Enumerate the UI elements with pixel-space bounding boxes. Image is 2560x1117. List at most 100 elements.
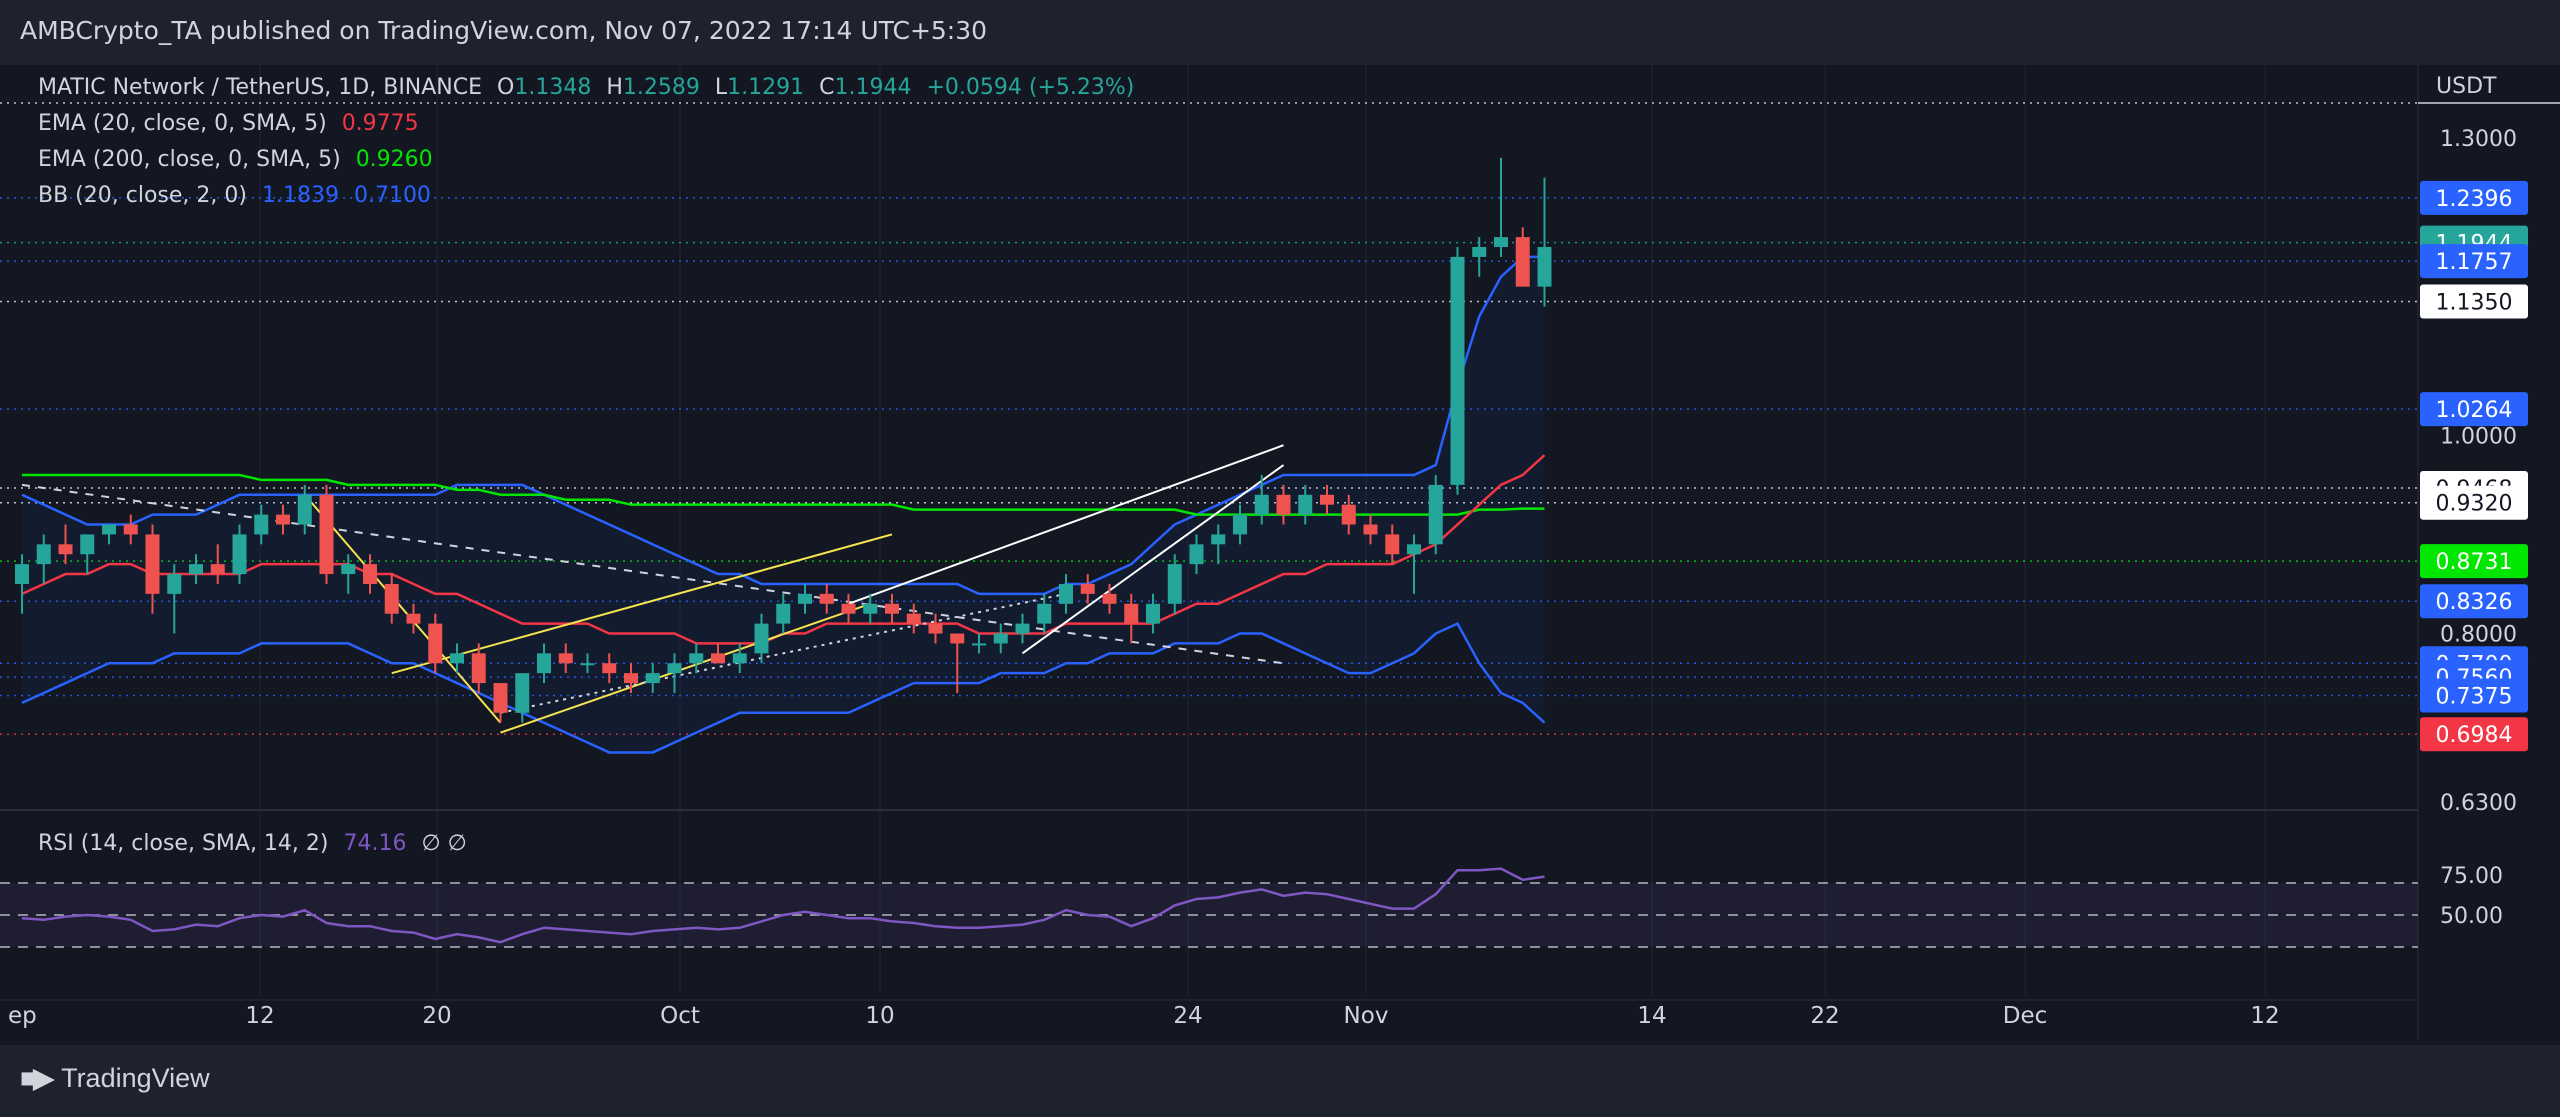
low-value: 1.1291 [727, 75, 805, 100]
candle-body [493, 683, 508, 713]
candle-body [276, 514, 290, 525]
candle-body [1254, 494, 1269, 515]
price-label-text: 1.1757 [2436, 250, 2513, 275]
candle-body [450, 653, 464, 664]
price-axis: USDT1.30001.00000.80000.63001.23961.1944… [2418, 74, 2560, 816]
price-label-text: 0.6984 [2436, 723, 2513, 748]
candle-body [1320, 494, 1334, 505]
axis-unit-label: USDT [2436, 74, 2497, 99]
candle-body [1407, 544, 1421, 555]
candle-body [624, 673, 638, 684]
candle-body [1124, 603, 1139, 624]
publisher-caption: AMBCrypto_TA published on TradingView.co… [20, 16, 988, 45]
ema200-legend: EMA (200, close, 0, SMA, 5) 0.9260 [38, 147, 441, 172]
candle-body [167, 574, 182, 594]
candle-body [341, 564, 356, 575]
symbol-title: MATIC Network / TetherUS, 1D, BINANCE [38, 75, 483, 100]
candle-body [15, 564, 29, 584]
candle-body [798, 593, 812, 604]
candle-body [1059, 583, 1073, 604]
rsi-value: 74.16 [343, 831, 407, 856]
time-axis: ep 12 20 Oct 10 24 Nov 14 22 Dec 12 [0, 999, 2418, 1029]
time-tick-label: 20 [422, 1003, 451, 1029]
candle-body [232, 534, 247, 575]
candle-body [906, 613, 921, 624]
candle-body [558, 653, 573, 664]
dotted-support-line [500, 592, 1067, 714]
price-label-text: 1.2396 [2436, 187, 2513, 212]
tradingview-logo[interactable]: ■▶ TradingView [20, 1063, 210, 1094]
time-tick-label: Nov [1344, 1003, 1389, 1029]
price-tick-label: 1.0000 [2440, 424, 2517, 449]
price-label-text: 0.7375 [2436, 684, 2513, 709]
candle-body [863, 603, 878, 614]
rsi-tick-label: 75.00 [2440, 864, 2503, 889]
candle-body [732, 653, 747, 664]
rsi-pane: 75.00 50.00 [0, 864, 2503, 948]
open-value: 1.1348 [514, 75, 592, 100]
candle-body [776, 603, 791, 624]
bb-fill [22, 256, 1545, 753]
candle-body [471, 653, 486, 684]
candle-body [537, 653, 551, 674]
yellow-channel-lower [500, 602, 871, 734]
candle-body [950, 633, 965, 644]
candle-body [515, 673, 530, 713]
price-label-box [2420, 717, 2528, 752]
candle-body [819, 593, 834, 604]
candle-body [580, 663, 595, 666]
price-label-box [2420, 244, 2528, 279]
time-tick-label: 22 [1810, 1003, 1839, 1029]
candle-body [384, 583, 399, 614]
candle-body [885, 603, 899, 614]
candle-body [1298, 494, 1313, 515]
candle-body [102, 524, 116, 535]
candle-body [1385, 534, 1400, 555]
candle-body [711, 653, 725, 664]
candle-body [428, 623, 443, 664]
candle-body [406, 613, 421, 624]
time-tick-label: 10 [865, 1003, 894, 1029]
symbol-legend: MATIC Network / TetherUS, 1D, BINANCE O1… [38, 75, 1142, 100]
candle-body [1537, 247, 1552, 287]
bb-lower-value: 0.7100 [353, 183, 431, 208]
candle-body [1167, 564, 1182, 604]
descending-trendline [21, 483, 1284, 665]
price-label-text: 0.8326 [2436, 590, 2513, 615]
yellow-drop-line [303, 494, 502, 724]
price-label-text: 1.1350 [2436, 291, 2513, 316]
time-tick-label: 12 [2250, 1003, 2279, 1029]
bb-label: BB (20, close, 2, 0) [38, 183, 247, 208]
chart-panel[interactable]: 75.00 50.00 USDT 1.3000 1.0000 0.8000 0.6300 1… [0, 65, 2560, 1045]
price-label-box [2420, 584, 2528, 619]
candle-body [123, 524, 138, 535]
candle-body [1211, 534, 1226, 545]
candle-body [1102, 593, 1117, 604]
bb-legend: BB (20, close, 2, 0) 1.1839 0.7100 [38, 183, 439, 208]
price-label-box [2420, 678, 2528, 713]
candle-body [254, 514, 269, 535]
time-tick-label: 12 [245, 1003, 274, 1029]
high-value: 1.2589 [622, 75, 700, 100]
candle-body [1428, 484, 1443, 545]
candle-body [363, 564, 377, 584]
candle-body [80, 534, 95, 555]
candle-body [1494, 237, 1508, 248]
time-tick-label: Oct [660, 1003, 700, 1029]
open-label: O [497, 75, 515, 100]
candle-body [297, 494, 312, 525]
price-label-box [2420, 392, 2528, 427]
candle-body [189, 564, 203, 575]
price-tick-label: 1.3000 [2440, 127, 2517, 152]
time-tick-label: 14 [1637, 1003, 1666, 1029]
bb-upper-line [21, 255, 1545, 596]
candle-body [1363, 524, 1378, 535]
rsi-legend: RSI (14, close, SMA, 14, 2) 74.16 ∅ ∅ [38, 831, 475, 856]
candle-body [645, 673, 660, 684]
price-chart[interactable]: 75.00 50.00 USDT 1.3000 1.0000 0.8000 0.6300 1… [0, 65, 2560, 1045]
candle-body [754, 623, 769, 654]
white-wedge-lower [1021, 464, 1285, 655]
candles [15, 157, 1552, 723]
candle-body [1276, 494, 1291, 515]
yellow-channel-upper [391, 533, 893, 675]
